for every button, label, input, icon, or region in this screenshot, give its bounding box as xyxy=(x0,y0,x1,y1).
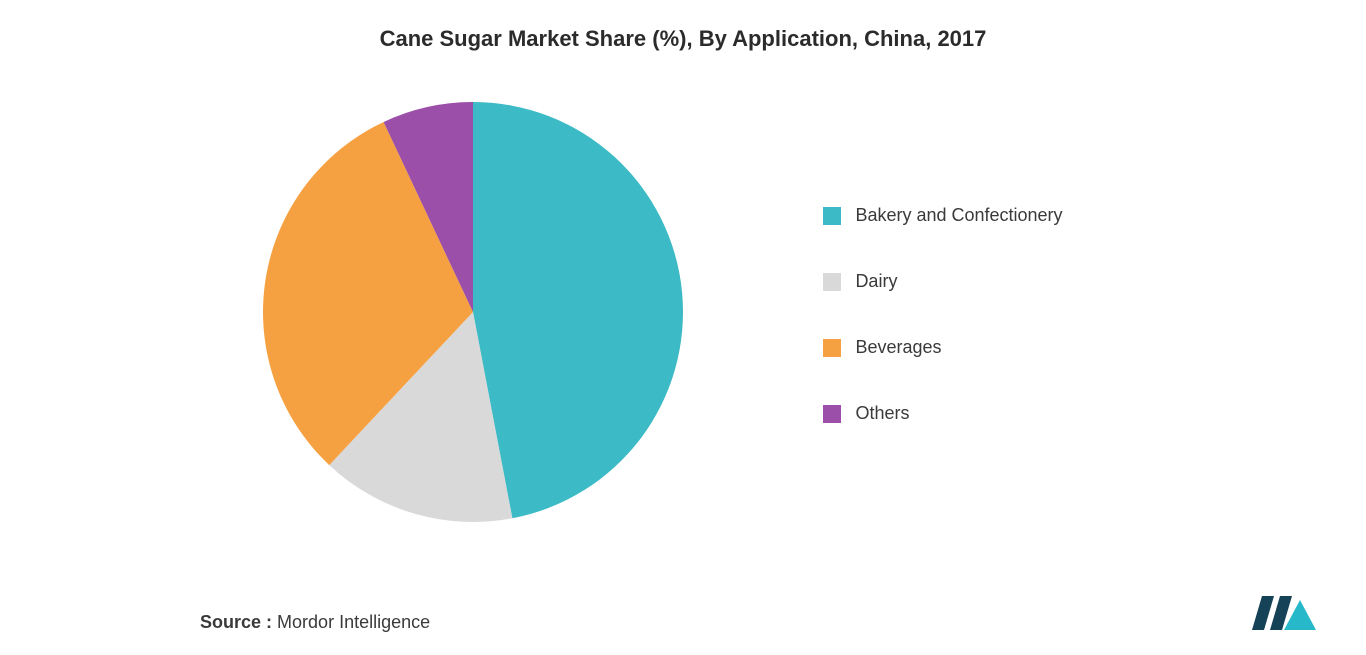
chart-title: Cane Sugar Market Share (%), By Applicat… xyxy=(40,26,1326,52)
legend-label: Dairy xyxy=(855,271,897,292)
legend-swatch xyxy=(823,207,841,225)
pie-slice xyxy=(473,102,683,518)
legend-swatch xyxy=(823,405,841,423)
chart-area: Bakery and Confectionery Dairy Beverages Ot… xyxy=(0,82,1326,547)
pie-chart xyxy=(243,82,703,547)
logo-shape xyxy=(1252,596,1274,630)
source-attribution: Source : Mordor Intelligence xyxy=(200,612,430,633)
legend-item: Others xyxy=(823,403,1062,424)
brand-logo xyxy=(1248,590,1318,637)
source-value: Mordor Intelligence xyxy=(277,612,430,632)
source-label: Source : xyxy=(200,612,272,632)
legend-label: Beverages xyxy=(855,337,941,358)
legend-swatch xyxy=(823,273,841,291)
legend-item: Bakery and Confectionery xyxy=(823,205,1062,226)
legend-swatch xyxy=(823,339,841,357)
legend: Bakery and Confectionery Dairy Beverages Ot… xyxy=(823,205,1062,424)
legend-item: Beverages xyxy=(823,337,1062,358)
legend-label: Others xyxy=(855,403,909,424)
legend-label: Bakery and Confectionery xyxy=(855,205,1062,226)
legend-item: Dairy xyxy=(823,271,1062,292)
